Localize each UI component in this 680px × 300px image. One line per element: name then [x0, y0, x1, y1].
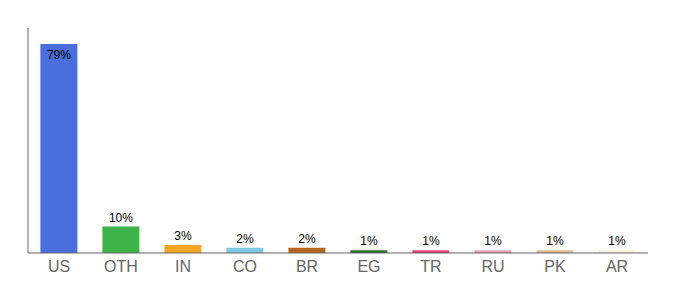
- svg-text:2%: 2%: [236, 232, 254, 246]
- svg-text:US: US: [48, 258, 70, 275]
- svg-text:1%: 1%: [608, 234, 626, 248]
- svg-text:EG: EG: [357, 258, 380, 275]
- svg-text:2%: 2%: [298, 232, 316, 246]
- svg-text:TR: TR: [420, 258, 441, 275]
- svg-text:1%: 1%: [484, 234, 502, 248]
- svg-text:1%: 1%: [360, 234, 378, 248]
- svg-text:PK: PK: [544, 258, 566, 275]
- svg-text:CO: CO: [233, 258, 257, 275]
- svg-text:RU: RU: [481, 258, 504, 275]
- svg-text:BR: BR: [296, 258, 318, 275]
- svg-text:1%: 1%: [546, 234, 564, 248]
- svg-text:10%: 10%: [109, 211, 133, 225]
- svg-text:3%: 3%: [174, 229, 192, 243]
- svg-text:79%: 79%: [47, 48, 71, 62]
- svg-text:1%: 1%: [422, 234, 440, 248]
- svg-text:OTH: OTH: [104, 258, 138, 275]
- svg-text:IN: IN: [175, 258, 191, 275]
- svg-text:AR: AR: [606, 258, 628, 275]
